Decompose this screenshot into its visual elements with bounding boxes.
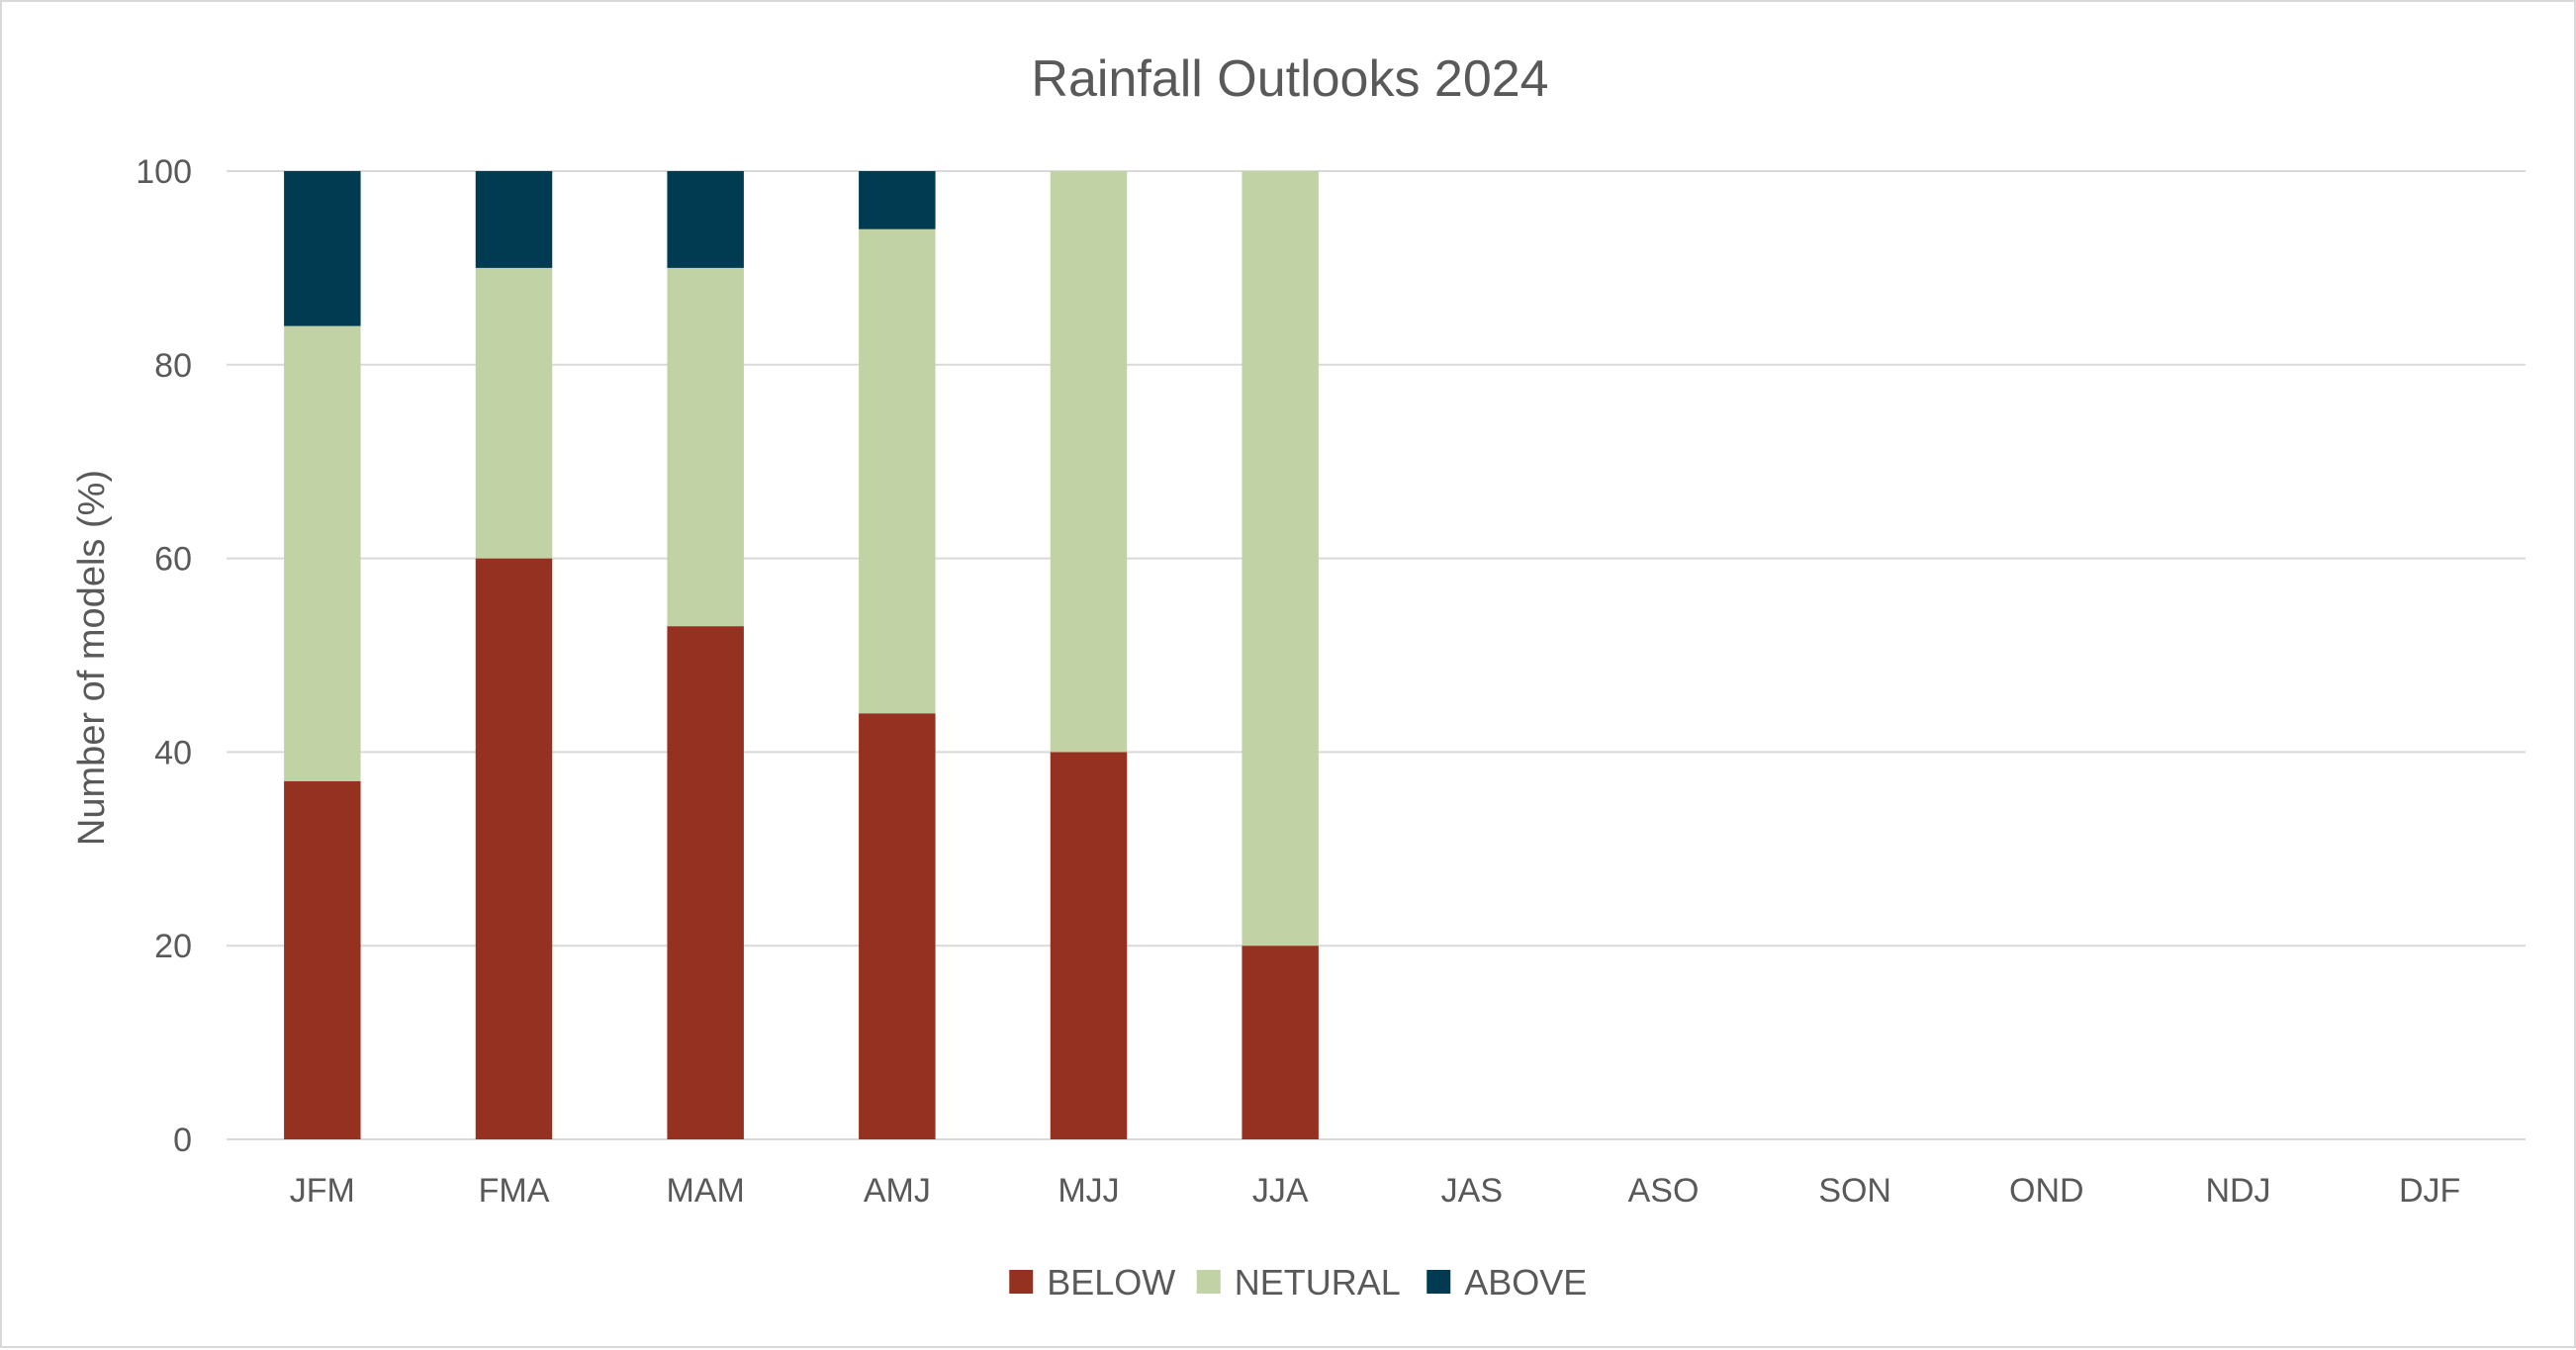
x-tick-label: JFM [290,1172,355,1210]
legend-label: NETURAL [1235,1262,1401,1303]
legend-swatch [1426,1270,1451,1294]
y-tick-label: 40 [154,734,192,771]
bar-above-jfm [284,171,361,326]
bar-below-jfm [284,780,361,1139]
bar-above-fma [475,171,553,268]
legend-item-netural: NETURAL [1196,1262,1401,1303]
bar-below-amj [859,713,936,1139]
y-tick-label: 20 [154,928,192,965]
y-axis-ticks: 0 20 40 60 80 100 [136,153,192,1159]
y-tick-label: 80 [154,347,192,385]
bar-netural-mam [667,267,744,627]
bar-below-mam [667,626,744,1139]
y-tick-label: 100 [136,153,192,191]
gridlines [227,170,2526,1140]
bar-above-amj [859,171,936,229]
y-tick-label: 60 [154,541,192,579]
legend-swatch [1196,1270,1221,1294]
legend: BELOW NETURAL ABOVE [1009,1262,1587,1303]
x-tick-label: SON [1818,1172,1891,1210]
legend-item-below: BELOW [1009,1262,1175,1303]
legend-label: ABOVE [1464,1262,1587,1303]
x-tick-label: FMA [479,1172,550,1210]
bar-netural-amj [859,228,936,714]
x-tick-label: NDJ [2205,1172,2270,1210]
bar-below-mjj [1050,752,1128,1139]
x-tick-label: JAS [1441,1172,1503,1210]
x-axis-ticks: JFM FMA MAM AMJ MJJ JJA JAS ASO SON OND NDJ DJF [290,1172,2461,1210]
legend-item-above: ABOVE [1426,1262,1587,1303]
x-tick-label: DJF [2399,1172,2460,1210]
bar-netural-jfm [284,325,361,781]
bar-below-jja [1242,945,1319,1139]
x-tick-label: ASO [1628,1172,1700,1210]
bar-below-fma [475,558,553,1139]
legend-label: BELOW [1047,1262,1175,1303]
x-tick-label: AMJ [864,1172,931,1210]
bars [284,171,1319,1139]
bar-netural-jja [1242,171,1319,946]
bar-above-mam [667,171,744,268]
x-tick-label: JJA [1252,1172,1309,1210]
y-tick-label: 0 [173,1122,192,1159]
x-tick-label: OND [2009,1172,2084,1210]
x-tick-label: MAM [667,1172,745,1210]
x-tick-label: MJJ [1058,1172,1119,1210]
chart-title: Rainfall Outlooks 2024 [1031,50,1548,108]
legend-swatch [1009,1270,1034,1294]
bar-netural-fma [475,267,553,559]
bar-netural-mjj [1050,171,1128,753]
y-axis-title: Number of models (%) [71,470,113,846]
